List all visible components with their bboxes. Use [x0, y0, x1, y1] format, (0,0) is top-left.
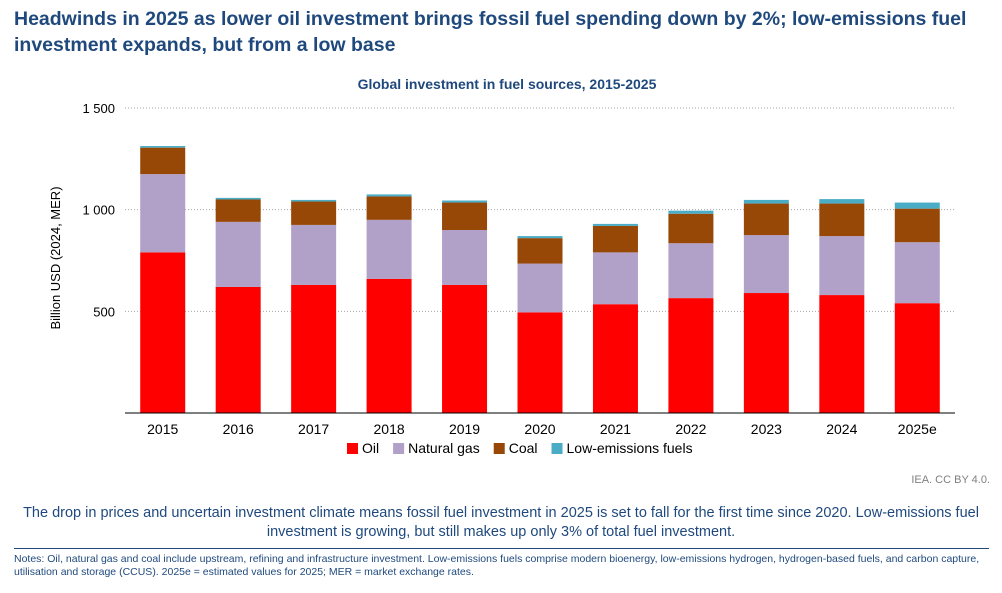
legend: Oil Natural gas Coal Low-emissions fuels: [347, 440, 693, 456]
bar-coal-2021: [592, 225, 638, 253]
legend-swatch: [551, 443, 563, 454]
bar-natural-gas-2021: [592, 252, 638, 305]
bar-oil-2025e: [894, 303, 940, 413]
x-tick-label: 2019: [449, 421, 480, 437]
chart-title: Global investment in fuel sources, 2015-…: [358, 76, 657, 92]
bar-low-emissions-fuels-2020: [517, 236, 563, 239]
x-tick-label: 2018: [374, 421, 405, 437]
bar-natural-gas-2024: [819, 236, 865, 296]
bar-coal-2016: [215, 199, 261, 222]
bar-natural-gas-2019: [442, 230, 488, 285]
x-tick-label: 2021: [600, 421, 631, 437]
bar-natural-gas-2022: [668, 243, 714, 299]
bar-low-emissions-fuels-2018: [366, 194, 412, 197]
bar-oil-2024: [819, 295, 865, 413]
bar-coal-2025e: [894, 208, 940, 243]
legend-label: Natural gas: [408, 440, 480, 456]
y-axis-ticks: 500 1 000 1 500: [82, 101, 115, 319]
bar-low-emissions-fuels-2017: [291, 199, 337, 202]
bar-low-emissions-fuels-2025e: [894, 202, 940, 209]
legend-swatch: [493, 443, 505, 454]
bar-coal-2023: [743, 203, 789, 236]
bar-natural-gas-2023: [743, 235, 789, 294]
legend-swatch: [393, 443, 405, 454]
bar-low-emissions-fuels-2022: [668, 210, 714, 214]
bar-coal-2018: [366, 196, 412, 220]
legend-label: Low-emissions fuels: [567, 440, 693, 456]
bar-coal-2015: [140, 147, 186, 175]
y-axis-label: Billion USD (2024, MER): [48, 186, 63, 329]
x-tick-label: 2015: [147, 421, 178, 437]
bar-natural-gas-2025e: [894, 242, 940, 304]
y-tick-label: 1 000: [82, 203, 115, 218]
bar-natural-gas-2018: [366, 219, 412, 279]
bar-low-emissions-fuels-2015: [140, 146, 186, 148]
bar-oil-2023: [743, 293, 789, 413]
bar-coal-2024: [819, 203, 865, 237]
legend-label: Oil: [362, 440, 379, 456]
x-axis-ticks: 2015 2016 2017 2018 2019 2020 2021 2022 2023 2024…: [147, 421, 937, 437]
stacked-bar-chart: Global investment in fuel sources, 2015-…: [48, 76, 955, 456]
bar-coal-2022: [668, 213, 714, 244]
bar-low-emissions-fuels-2021: [592, 223, 638, 226]
notes-divider: [14, 548, 989, 549]
bar-low-emissions-fuels-2016: [215, 197, 261, 200]
bar-oil-2019: [442, 284, 488, 413]
bar-low-emissions-fuels-2023: [743, 199, 789, 204]
bar-coal-2020: [517, 238, 563, 264]
bar-oil-2017: [291, 284, 337, 413]
bar-oil-2022: [668, 298, 714, 413]
bars: [140, 146, 940, 413]
legend-swatch: [347, 443, 358, 454]
bar-low-emissions-fuels-2019: [442, 200, 488, 203]
x-tick-label: 2016: [223, 421, 254, 437]
notes: Notes: Oil, natural gas and coal include…: [14, 553, 980, 578]
x-tick-label: 2024: [826, 421, 857, 437]
bar-natural-gas-2017: [291, 224, 337, 285]
y-tick-label: 1 500: [82, 101, 115, 116]
bar-low-emissions-fuels-2024: [819, 199, 865, 204]
x-tick-label: 2017: [298, 421, 329, 437]
bar-oil-2016: [215, 286, 261, 413]
bar-oil-2021: [592, 304, 638, 413]
caption: The drop in prices and uncertain investm…: [23, 505, 979, 540]
bar-coal-2017: [291, 201, 337, 225]
x-tick-label: 2022: [675, 421, 706, 437]
bar-natural-gas-2020: [517, 263, 563, 313]
bar-natural-gas-2016: [215, 221, 261, 287]
x-tick-label: 2020: [524, 421, 555, 437]
x-tick-label: 2025e: [898, 421, 937, 437]
bar-oil-2020: [517, 312, 563, 413]
y-tick-label: 500: [93, 304, 115, 319]
credit: IEA. CC BY 4.0.: [911, 474, 990, 486]
headline: Headwinds in 2025 as lower oil investmen…: [14, 8, 967, 56]
bar-oil-2015: [140, 252, 186, 413]
bar-oil-2018: [366, 278, 412, 413]
bar-coal-2019: [442, 202, 488, 230]
x-tick-label: 2023: [751, 421, 782, 437]
bar-natural-gas-2015: [140, 174, 186, 253]
legend-label: Coal: [509, 440, 538, 456]
